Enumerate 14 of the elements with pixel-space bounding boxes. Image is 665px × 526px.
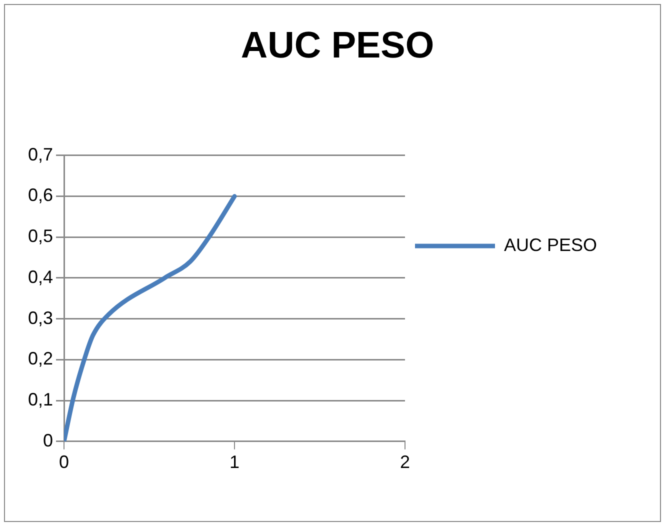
legend-label: AUC PESO: [504, 234, 598, 255]
y-tick-label: 0,3: [28, 308, 54, 328]
y-tick-label: 0: [43, 430, 54, 450]
y-tick-label: 0,6: [28, 185, 54, 206]
x-tick-label: 1: [230, 452, 240, 472]
y-tick-label: 0,7: [28, 144, 54, 164]
y-tick-label: 0,5: [28, 226, 54, 246]
y-tick-label: 0,2: [28, 348, 54, 369]
line-series: [64, 194, 237, 442]
x-tick-label: 2: [400, 452, 410, 472]
y-tick-label: 0,4: [28, 266, 54, 287]
chart-title: AUC PESO: [240, 24, 434, 66]
y-tick-label: 0,1: [28, 390, 54, 410]
x-tick-label: 0: [59, 452, 70, 472]
